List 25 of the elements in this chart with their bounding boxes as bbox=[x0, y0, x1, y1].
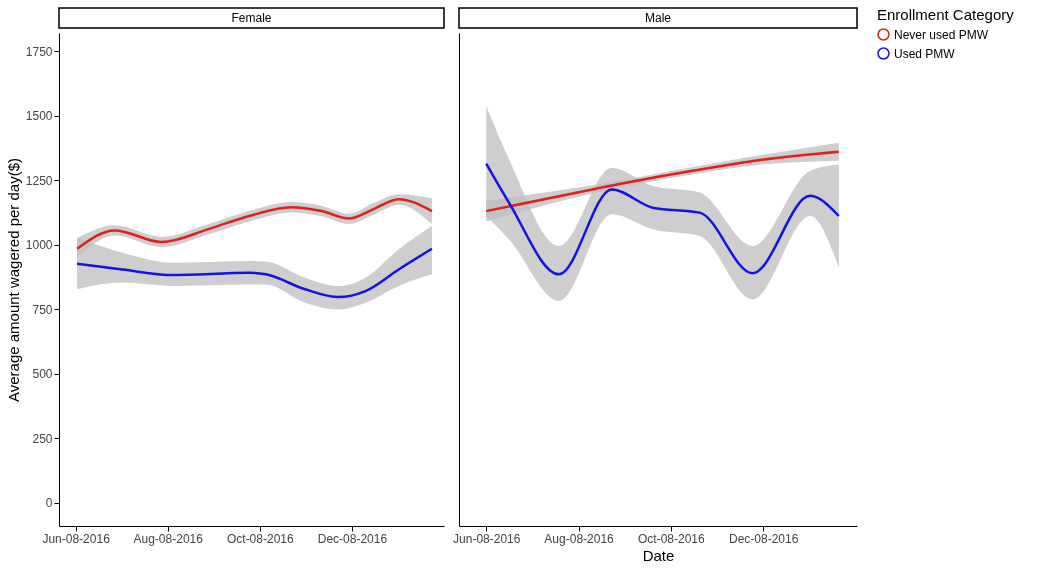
x-tick-label: Dec-08-2016 bbox=[728, 531, 799, 546]
y-tick-label: 1250 bbox=[25, 173, 53, 188]
chart-title: Female bbox=[231, 11, 272, 25]
y-axis-title: Average amount wagered per day($) bbox=[4, 157, 22, 403]
legend-title: Enrollment Category bbox=[877, 6, 1015, 23]
line-series bbox=[75, 197, 434, 251]
y-tick-label: 500 bbox=[32, 367, 53, 382]
y-tick-label: 0 bbox=[45, 496, 53, 511]
y-tick-label: 1000 bbox=[25, 238, 53, 253]
chart-title: Male bbox=[644, 11, 672, 25]
x-tick-label: Jun-08-2016 bbox=[453, 531, 521, 546]
y-tick-label: 250 bbox=[32, 431, 53, 446]
x-tick-label: Dec-08-2016 bbox=[317, 531, 388, 546]
legend-label: Never used PMW bbox=[894, 27, 989, 42]
x-tick-label: Oct-08-2016 bbox=[638, 531, 706, 546]
legend-label: Used PMW bbox=[894, 46, 956, 61]
x-tick-label: Aug-08-2016 bbox=[544, 531, 615, 546]
line-series bbox=[75, 247, 434, 299]
y-tick-label: 1500 bbox=[25, 109, 53, 124]
x-tick-label: Aug-08-2016 bbox=[133, 531, 204, 546]
y-tick-label: 1750 bbox=[25, 44, 53, 59]
x-tick-label: Oct-08-2016 bbox=[226, 531, 294, 546]
y-tick-label: 750 bbox=[32, 302, 53, 317]
x-axis-title: Date bbox=[642, 546, 675, 564]
x-tick-label: Jun-08-2016 bbox=[42, 531, 111, 546]
